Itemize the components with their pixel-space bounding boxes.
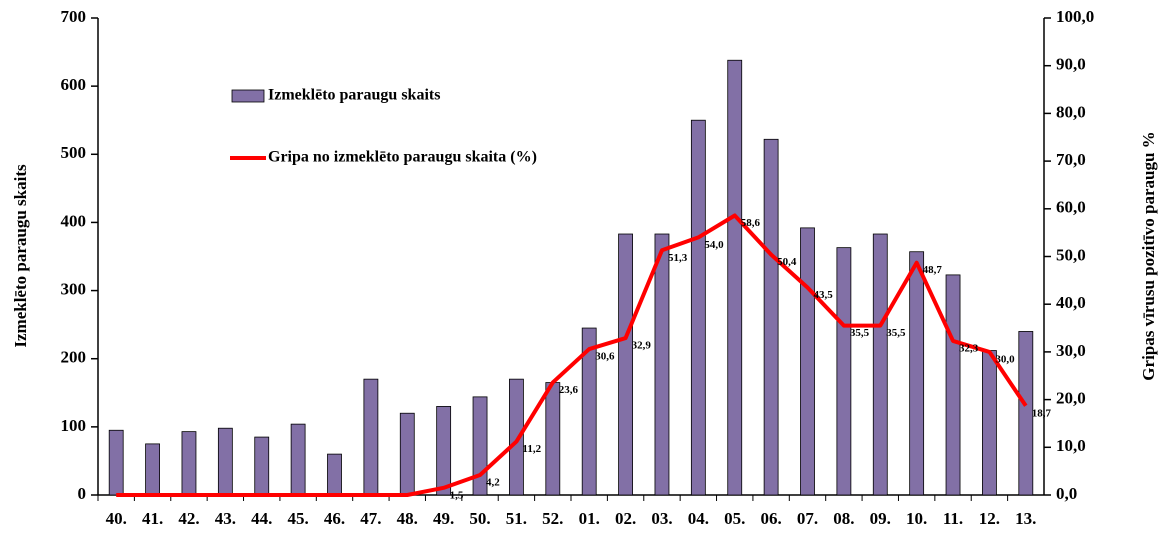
x-tick-label: 43.: [215, 509, 236, 528]
bar: [654, 233, 670, 496]
line: [116, 213, 1028, 497]
bar: [945, 274, 961, 496]
bar: [1018, 331, 1034, 496]
x-tick-label: 44.: [251, 509, 272, 528]
data-label: 50,4: [777, 256, 797, 268]
y-tick-label: 500: [61, 143, 87, 162]
bar: [581, 327, 597, 496]
bar: [290, 423, 306, 496]
bar: [217, 427, 233, 496]
x-tick-label: 03.: [651, 509, 672, 528]
y-tick-label: 700: [61, 7, 87, 26]
bar: [181, 431, 197, 496]
x-tick-label: 46.: [324, 509, 345, 528]
bar: [545, 382, 561, 496]
y2-tick-label: 60,0: [1056, 198, 1086, 217]
legend-label: Izmeklēto paraugu skaits: [268, 87, 440, 104]
bar: [436, 406, 452, 496]
x-tick-label: 09.: [870, 509, 891, 528]
bar: [327, 453, 342, 496]
y2-tick-label: 0,0: [1056, 484, 1077, 503]
data-label: 30,6: [595, 351, 615, 363]
x-tick-label: 50.: [469, 509, 490, 528]
x-tick-label: 52.: [542, 509, 563, 528]
bar: [399, 412, 415, 496]
bar: [800, 227, 815, 496]
y2-tick-label: 50,0: [1056, 245, 1086, 264]
legend-label: Gripa no izmeklēto paraugu skaita (%): [268, 149, 537, 166]
y-tick-label: 100: [61, 416, 87, 435]
x-tick-label: 02.: [615, 509, 636, 528]
y-tick-label: 600: [61, 75, 87, 94]
x-tick-label: 40.: [106, 509, 127, 528]
y-tick-label: 0: [78, 484, 87, 503]
x-tick-label: 04.: [688, 509, 709, 528]
x-tick-label: 10.: [906, 509, 927, 528]
x-tick-label: 13.: [1015, 509, 1036, 528]
x-tick-label: 07.: [797, 509, 818, 528]
bar: [836, 247, 852, 496]
y2-tick-label: 70,0: [1056, 150, 1086, 169]
data-label: 35,5: [850, 327, 870, 339]
data-label: 48,7: [923, 264, 943, 276]
x-tick-label: 05.: [724, 509, 745, 528]
bar: [727, 59, 743, 496]
bar: [509, 378, 524, 496]
data-label: 43,5: [814, 289, 834, 301]
y2-tick-label: 100,0: [1056, 7, 1094, 26]
data-label: 32,3: [959, 342, 979, 354]
y-axis-title: Izmeklēto paraugu skaits: [11, 164, 30, 348]
data-label: 54,0: [704, 239, 724, 251]
x-tick-label: 49.: [433, 509, 454, 528]
bar: [763, 138, 779, 496]
y2-tick-label: 10,0: [1056, 436, 1086, 455]
x-tick-label: 06.: [760, 509, 781, 528]
x-tick-label: 08.: [833, 509, 854, 528]
y-tick-label: 200: [61, 348, 87, 367]
bar: [982, 350, 997, 496]
y2-tick-label: 40,0: [1056, 293, 1086, 312]
x-tick-label: 47.: [360, 509, 381, 528]
bar: [472, 396, 488, 496]
x-tick-label: 11.: [943, 509, 963, 528]
data-label: 4,2: [486, 476, 500, 488]
bar: [618, 233, 633, 496]
data-label: 11,2: [522, 443, 541, 455]
bar: [145, 443, 160, 496]
x-tick-label: 48.: [397, 509, 418, 528]
x-tick-label: 41.: [142, 509, 163, 528]
bar: [690, 119, 706, 496]
data-label: 18,7: [1032, 407, 1052, 419]
y-tick-label: 300: [61, 279, 87, 298]
data-label: 1,5: [450, 489, 464, 501]
y2-tick-label: 30,0: [1056, 341, 1086, 360]
data-label: 23,6: [559, 384, 579, 396]
bar: [872, 233, 888, 496]
y2-tick-label: 20,0: [1056, 389, 1086, 408]
legend-swatch: [231, 89, 265, 103]
bar: [363, 378, 379, 496]
bar: [254, 436, 270, 496]
y2-tick-label: 80,0: [1056, 102, 1086, 121]
data-label: 58,6: [741, 217, 761, 229]
data-label: 30,0: [995, 353, 1015, 365]
x-tick-label: 42.: [178, 509, 199, 528]
x-tick-label: 45.: [287, 509, 308, 528]
x-tick-label: 51.: [506, 509, 527, 528]
y2-axis-title: Gripas vīrusu pozitīvo paraugu %: [1139, 131, 1158, 380]
bar: [108, 429, 124, 496]
data-label: 35,5: [886, 327, 906, 339]
data-label: 51,3: [668, 252, 688, 264]
x-tick-label: 01.: [579, 509, 600, 528]
x-tick-label: 12.: [979, 509, 1000, 528]
y2-tick-label: 90,0: [1056, 55, 1086, 74]
bar: [909, 251, 925, 496]
y-tick-label: 400: [61, 211, 87, 230]
data-label: 32,9: [632, 340, 652, 352]
